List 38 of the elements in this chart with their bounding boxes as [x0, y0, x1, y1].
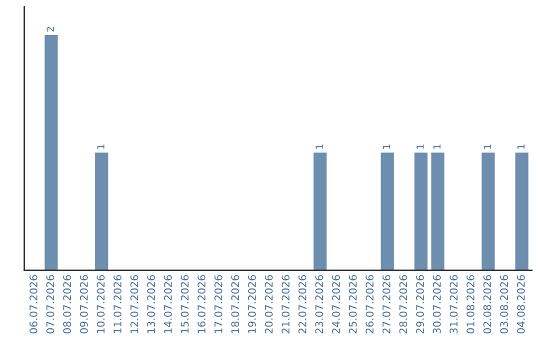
x-tick-label: 01.08.2026 — [466, 275, 474, 334]
x-tick-label: 22.07.2026 — [298, 275, 306, 334]
x-tick-label: 09.07.2026 — [80, 275, 88, 334]
data-label: 1 — [517, 144, 524, 149]
data-label: 1 — [433, 144, 440, 149]
data-label: 1 — [382, 144, 390, 149]
x-tick-label: 10.07.2026 — [96, 275, 105, 333]
x-tick-label: 12.07.2026 — [130, 275, 138, 333]
data-label: 1 — [316, 144, 323, 149]
x-tick-label: 06.07.2026 — [30, 275, 38, 334]
x-tick-label: 21.07.2026 — [282, 275, 290, 334]
x-tick-label: 23.07.2026 — [315, 275, 324, 334]
x-tick-label: 03.08.2026 — [500, 275, 508, 334]
x-tick-label: 11.07.2026 — [114, 275, 122, 333]
x-tick-label: 14.07.2026 — [164, 275, 172, 333]
x-tick-label: 17.07.2026 — [214, 275, 222, 333]
data-label: 1 — [416, 144, 424, 149]
x-tick-label: 20.07.2026 — [264, 275, 273, 334]
x-tick-label: 13.07.2026 — [147, 275, 156, 333]
x-tick-label: 30.07.2026 — [432, 275, 441, 334]
x-tick-label: 25.07.2026 — [348, 275, 357, 334]
x-tick-label: 16.07.2026 — [198, 275, 206, 333]
x-tick-label: 18.07.2026 — [231, 275, 240, 333]
x-tick-label: 24.07.2026 — [332, 275, 340, 334]
x-tick-label: 29.07.2026 — [416, 275, 424, 334]
x-tick-label: 19.07.2026 — [248, 275, 256, 333]
x-tick-label: 02.08.2026 — [483, 275, 492, 334]
x-tick-label: 08.07.2026 — [63, 275, 72, 334]
data-label: 1 — [484, 144, 491, 149]
x-tick-label: 26.07.2026 — [366, 275, 374, 334]
data-label: 1 — [97, 144, 104, 149]
x-tick-label: 28.07.2026 — [399, 275, 408, 334]
x-tick-label: 27.07.2026 — [382, 275, 390, 334]
x-tick-label: 04.08.2026 — [516, 275, 525, 334]
x-tick-label: 31.07.2026 — [450, 275, 458, 334]
x-tick-label: 15.07.2026 — [180, 275, 189, 333]
x-tick-label: 07.07.2026 — [46, 275, 54, 334]
data-label: 2 — [46, 27, 54, 32]
